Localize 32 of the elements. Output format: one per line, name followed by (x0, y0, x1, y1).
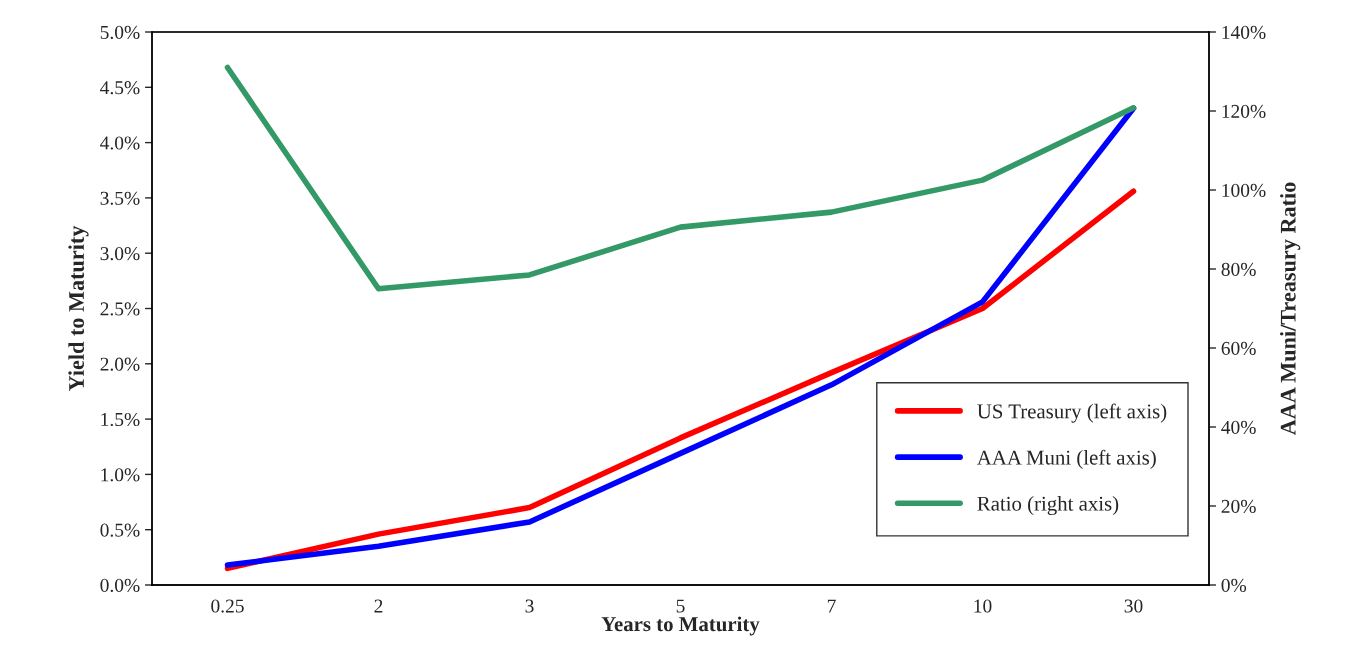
y-tick-label: 4.5% (100, 81, 140, 95)
y2-tick-label: 100% (1222, 183, 1266, 197)
x-axis-title: Years to Maturity (601, 616, 760, 636)
x-tick-label: 2 (374, 599, 383, 613)
x-tick-label: 5 (676, 599, 685, 613)
y2-tick-label: 80% (1221, 262, 1256, 276)
y2-tick-label: 0% (1221, 578, 1247, 592)
y2-tick-label: 120% (1222, 104, 1266, 118)
y-tick-label: 2.0% (100, 357, 140, 371)
y-tick-label: 1.5% (101, 412, 140, 427)
x-tick-label: 3 (525, 599, 534, 613)
x-tick-label: 10 (974, 599, 992, 613)
x-tick-label: 7 (827, 599, 836, 613)
y2-axis-title: AAA Muni/Treasury Ratio (1280, 182, 1301, 436)
y-tick-label: 0.0% (100, 578, 140, 593)
legend-label: AAA Muni (left axis) (976, 449, 1156, 469)
x-tick-label: 30 (1124, 599, 1143, 613)
legend-label: Ratio (right axis) (977, 496, 1119, 516)
y2-tick-label: 20% (1221, 499, 1256, 513)
y2-tick-label: 60% (1221, 341, 1256, 355)
y-tick-label: 2.5% (100, 302, 140, 316)
x-tick-label: 0.25 (211, 599, 244, 613)
y-tick-label: 4.0% (100, 136, 140, 150)
y-tick-label: 3.0% (100, 247, 140, 261)
y2-tick-label: 140% (1222, 25, 1266, 39)
y-tick-label: 1.0% (101, 468, 140, 482)
y-tick-label: 0.5% (100, 523, 140, 537)
y-tick-label: 5.0% (100, 25, 140, 40)
y-axis-title: Yield to Maturity (68, 225, 89, 392)
legend-label: US Treasury (left axis) (977, 403, 1167, 423)
y2-tick-label: 40% (1221, 420, 1256, 434)
y-tick-label: 3.5% (100, 191, 140, 205)
